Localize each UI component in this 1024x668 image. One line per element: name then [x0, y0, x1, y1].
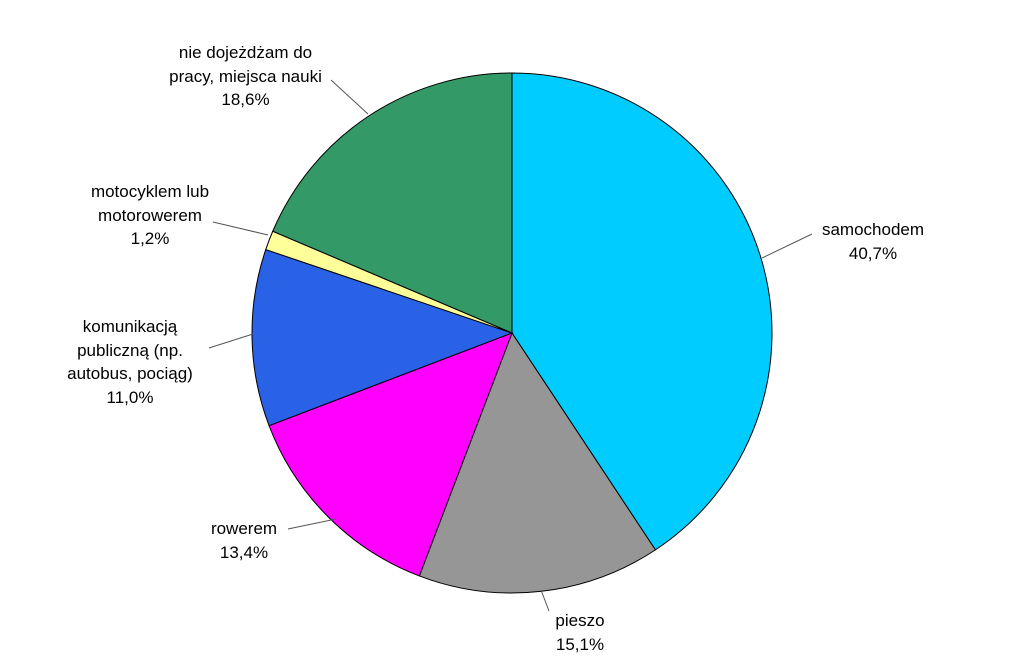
- leader-line: [330, 79, 369, 115]
- value-label: 11,0%: [106, 387, 154, 407]
- slice-label: motocyklem lub motorowerem 1,2%: [80, 180, 220, 251]
- pie-slice: [272, 72, 513, 334]
- value-label: 40,7%: [848, 243, 898, 263]
- leader-line: [761, 233, 813, 259]
- category-label: samochodem: [821, 220, 925, 239]
- leader-line: [287, 518, 337, 530]
- pie-slice: [418, 331, 657, 594]
- value-label: 18,6%: [221, 90, 270, 109]
- category-label: komunikacją publiczną (np. autobus, poci…: [67, 317, 193, 383]
- category-label: nie dojeżdżam do pracy, miejsca nauki: [169, 43, 322, 86]
- category-label: pieszo: [555, 611, 605, 630]
- leader-line: [208, 333, 254, 349]
- value-label: 1,2%: [130, 229, 170, 248]
- category-label: rowerem: [210, 519, 278, 538]
- value-label: 13,4%: [219, 542, 269, 562]
- leader-line: [212, 221, 269, 236]
- slice-label: rowerem 13,4%: [194, 517, 294, 564]
- category-label: motocyklem lub motorowerem: [90, 182, 210, 225]
- slice-label: pieszo 15,1%: [540, 609, 620, 656]
- slice-label: samochodem 40,7%: [803, 218, 943, 265]
- leader-line: [540, 589, 550, 612]
- pie-slice: [268, 332, 513, 577]
- pie-slice: [251, 248, 514, 427]
- slice-label: komunikacją publiczną (np. autobus, poci…: [50, 315, 210, 409]
- value-label: 15,1%: [555, 634, 605, 654]
- slice-label: nie dojeżdżam do pracy, miejsca nauki 18,…: [158, 41, 333, 112]
